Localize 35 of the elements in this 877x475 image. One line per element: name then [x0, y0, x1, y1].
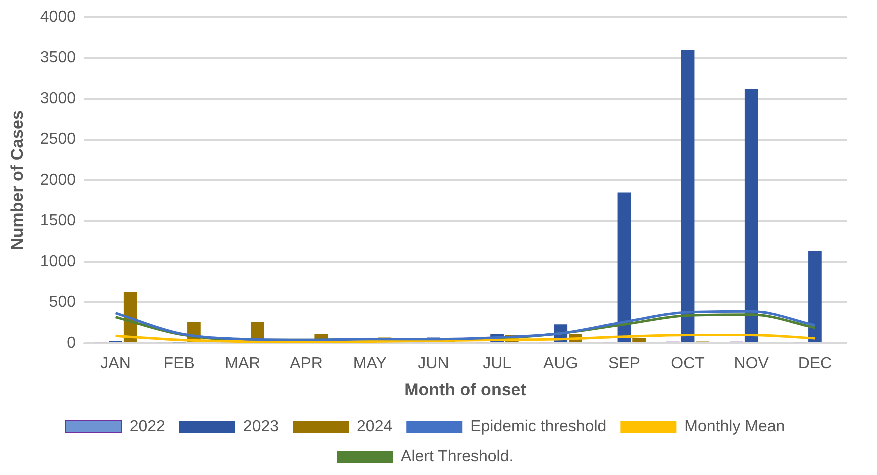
bar: [632, 338, 646, 342]
y-axis-title: Number of Cases: [8, 110, 27, 250]
x-tick-label: NOV: [734, 355, 770, 372]
legend-label: 2022: [130, 418, 166, 436]
y-tick-label: 3000: [40, 90, 76, 108]
y-tick-label: 3500: [40, 50, 76, 67]
x-tick-label: SEP: [608, 355, 640, 372]
x-tick-label: JUL: [483, 355, 512, 372]
legend-label: Alert Threshold.: [401, 448, 514, 466]
y-tick-label: 0: [67, 334, 76, 352]
x-axis-title: Month of onset: [404, 380, 527, 400]
bar: [808, 251, 822, 342]
x-tick-label: MAR: [225, 355, 261, 372]
x-tick-label: OCT: [671, 355, 706, 372]
bar: [681, 50, 695, 342]
legend-label: 2024: [357, 418, 393, 436]
x-tick-label: FEB: [164, 355, 195, 372]
x-tick-label: JUN: [418, 355, 450, 372]
y-tick-label: 500: [49, 294, 76, 312]
y-tick-label: 4000: [40, 9, 76, 26]
legend-label: 2023: [243, 418, 280, 436]
y-tick-label: 1000: [40, 253, 76, 270]
x-tick-label: JAN: [100, 355, 131, 372]
x-tick-label: DEC: [798, 355, 832, 372]
x-tick-label: AUG: [544, 355, 578, 372]
x-tick-label: MAY: [353, 355, 388, 372]
x-tick-label: APR: [290, 355, 323, 372]
bar: [618, 192, 632, 342]
y-tick-label: 2000: [40, 172, 76, 189]
legend-label: Epidemic threshold: [470, 418, 607, 436]
y-tick-label: 1500: [40, 212, 76, 230]
bar: [744, 89, 758, 342]
y-tick-label: 2500: [40, 131, 76, 148]
legend-label: Monthly Mean: [684, 418, 786, 436]
line-series: [114, 334, 816, 344]
